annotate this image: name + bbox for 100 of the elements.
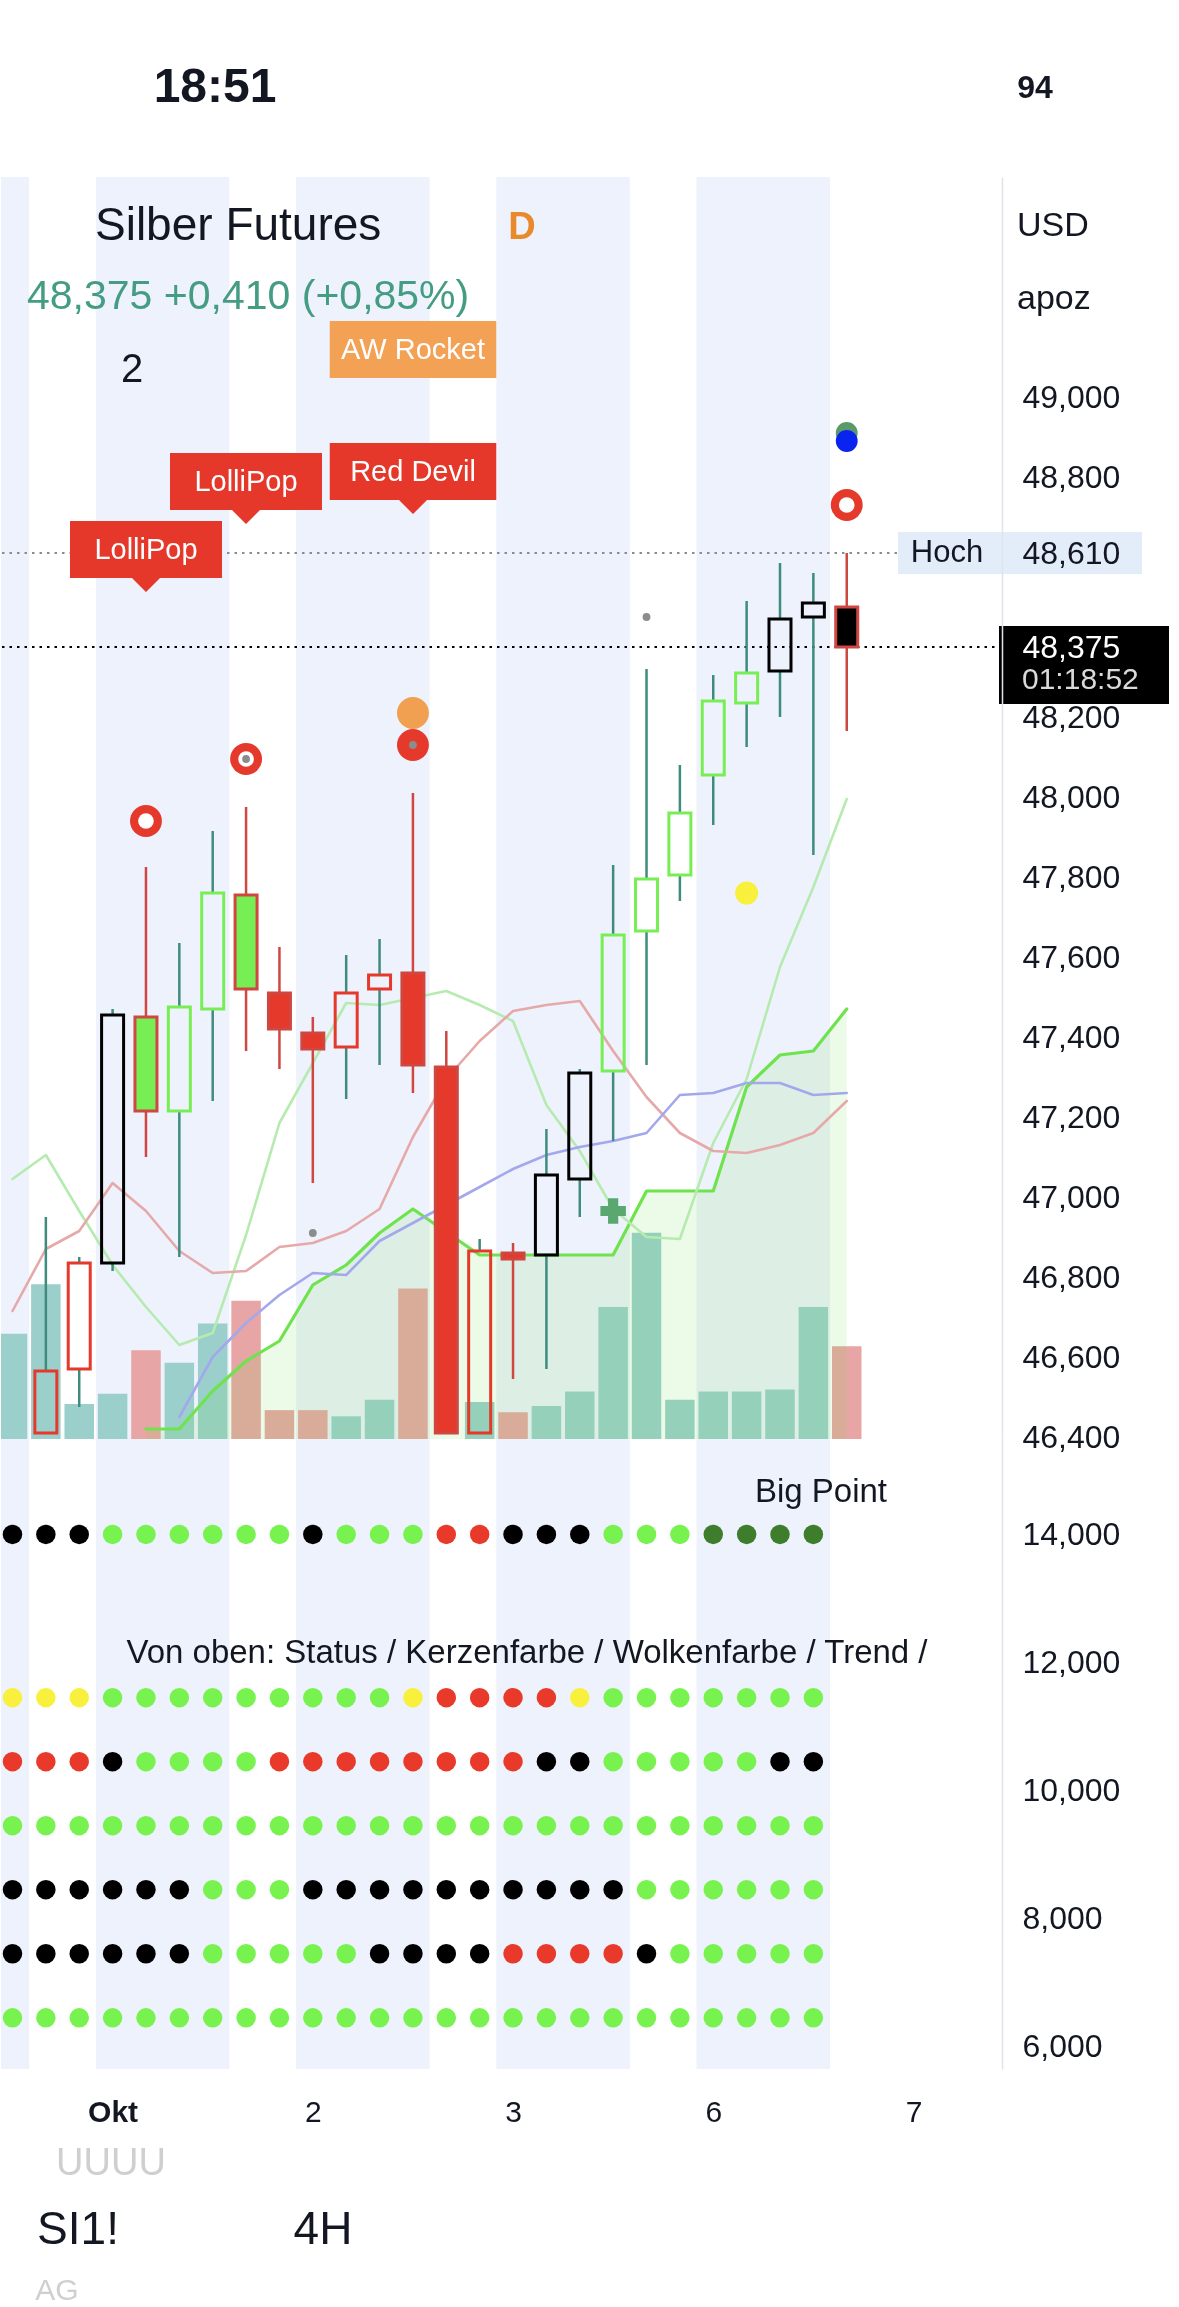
point	[202, 1524, 223, 1545]
point	[670, 1815, 690, 1836]
bar	[598, 1307, 628, 1439]
line-series	[11, 797, 849, 1347]
bar	[498, 1412, 528, 1439]
point	[102, 1944, 123, 1964]
point	[102, 1880, 123, 1900]
point	[369, 1751, 390, 1772]
point	[102, 1524, 123, 1545]
point	[436, 1751, 457, 1772]
point	[369, 1880, 390, 1900]
point	[703, 1687, 723, 1708]
candlestick	[266, 945, 292, 1071]
candlestick	[100, 1007, 126, 1273]
point	[603, 1815, 623, 1836]
point	[403, 1815, 423, 1836]
candlestick	[367, 937, 393, 1067]
point	[303, 1880, 323, 1900]
y-tick-label: 47,400	[1022, 1018, 1121, 1055]
bar	[231, 1300, 261, 1439]
point	[102, 1815, 123, 1836]
annotation: LolliPop	[194, 464, 298, 497]
point	[803, 2008, 824, 2028]
line-series	[11, 999, 849, 1313]
point	[202, 1687, 223, 1708]
annotation: LolliPop	[94, 532, 198, 565]
point	[269, 1524, 290, 1545]
point	[369, 1524, 390, 1545]
point	[503, 2008, 523, 2028]
bar	[64, 1403, 94, 1439]
point	[2, 1751, 23, 1772]
point	[136, 2008, 156, 2028]
bar	[131, 1350, 161, 1439]
y-tick-label: 6,000	[1022, 2028, 1103, 2065]
point	[36, 2008, 56, 2028]
point	[36, 1944, 56, 1964]
bar	[531, 1406, 562, 1439]
point	[703, 2008, 723, 2028]
point	[770, 1524, 790, 1545]
text: apoz	[1017, 278, 1091, 316]
bar	[631, 1232, 662, 1439]
point	[69, 2008, 89, 2028]
candlestick	[800, 571, 826, 857]
point	[169, 1880, 190, 1900]
y-tick-label: 46,800	[1022, 1258, 1121, 1295]
point	[770, 2008, 790, 2028]
point	[236, 1524, 256, 1545]
point	[336, 1815, 356, 1836]
point	[136, 1524, 156, 1545]
candlestick	[200, 829, 226, 1103]
point	[336, 2008, 356, 2028]
candlestick	[333, 953, 359, 1101]
x-tick-label: 6	[705, 2094, 723, 2128]
point	[69, 1880, 89, 1900]
candlestick	[133, 865, 159, 1159]
text: Silber Futures	[95, 198, 382, 250]
point	[503, 1751, 523, 1772]
point	[736, 1687, 757, 1708]
point	[436, 1880, 457, 1900]
y-tick-label: 48,375	[1022, 628, 1121, 665]
point	[536, 2008, 557, 2028]
point	[369, 2008, 390, 2028]
point	[136, 1880, 156, 1900]
candlestick	[700, 673, 726, 827]
point	[303, 1815, 323, 1836]
point	[202, 1815, 223, 1836]
point	[503, 1880, 523, 1900]
point	[336, 1880, 356, 1900]
text: Big Point	[754, 1472, 888, 1509]
point	[536, 1880, 557, 1900]
point	[570, 2008, 590, 2028]
candlestick	[734, 599, 760, 749]
point	[403, 1944, 423, 1964]
annotation: 2	[120, 346, 144, 390]
annotation: D	[508, 205, 536, 247]
point	[136, 1815, 156, 1836]
point	[736, 2008, 757, 2028]
y-tick-label: 48,200	[1022, 698, 1121, 735]
bar	[665, 1399, 695, 1439]
bar	[298, 1410, 328, 1439]
point	[369, 1815, 390, 1836]
bar	[731, 1391, 762, 1439]
point	[503, 1815, 523, 1836]
point	[269, 1687, 290, 1708]
point	[169, 1944, 190, 1964]
point	[403, 1524, 423, 1545]
bar	[97, 1393, 128, 1439]
x-tick-label: 3	[505, 2094, 522, 2128]
point	[169, 1815, 190, 1836]
point	[636, 2008, 657, 2028]
point	[636, 1687, 657, 1708]
y-tick-label: 47,800	[1022, 858, 1121, 895]
ref-line-label: Hoch	[910, 534, 984, 569]
point	[169, 1524, 190, 1545]
candlestick	[634, 667, 660, 1067]
point	[469, 1815, 490, 1836]
point	[570, 1815, 590, 1836]
point	[403, 1880, 423, 1900]
point	[36, 1687, 56, 1708]
point	[136, 1687, 156, 1708]
